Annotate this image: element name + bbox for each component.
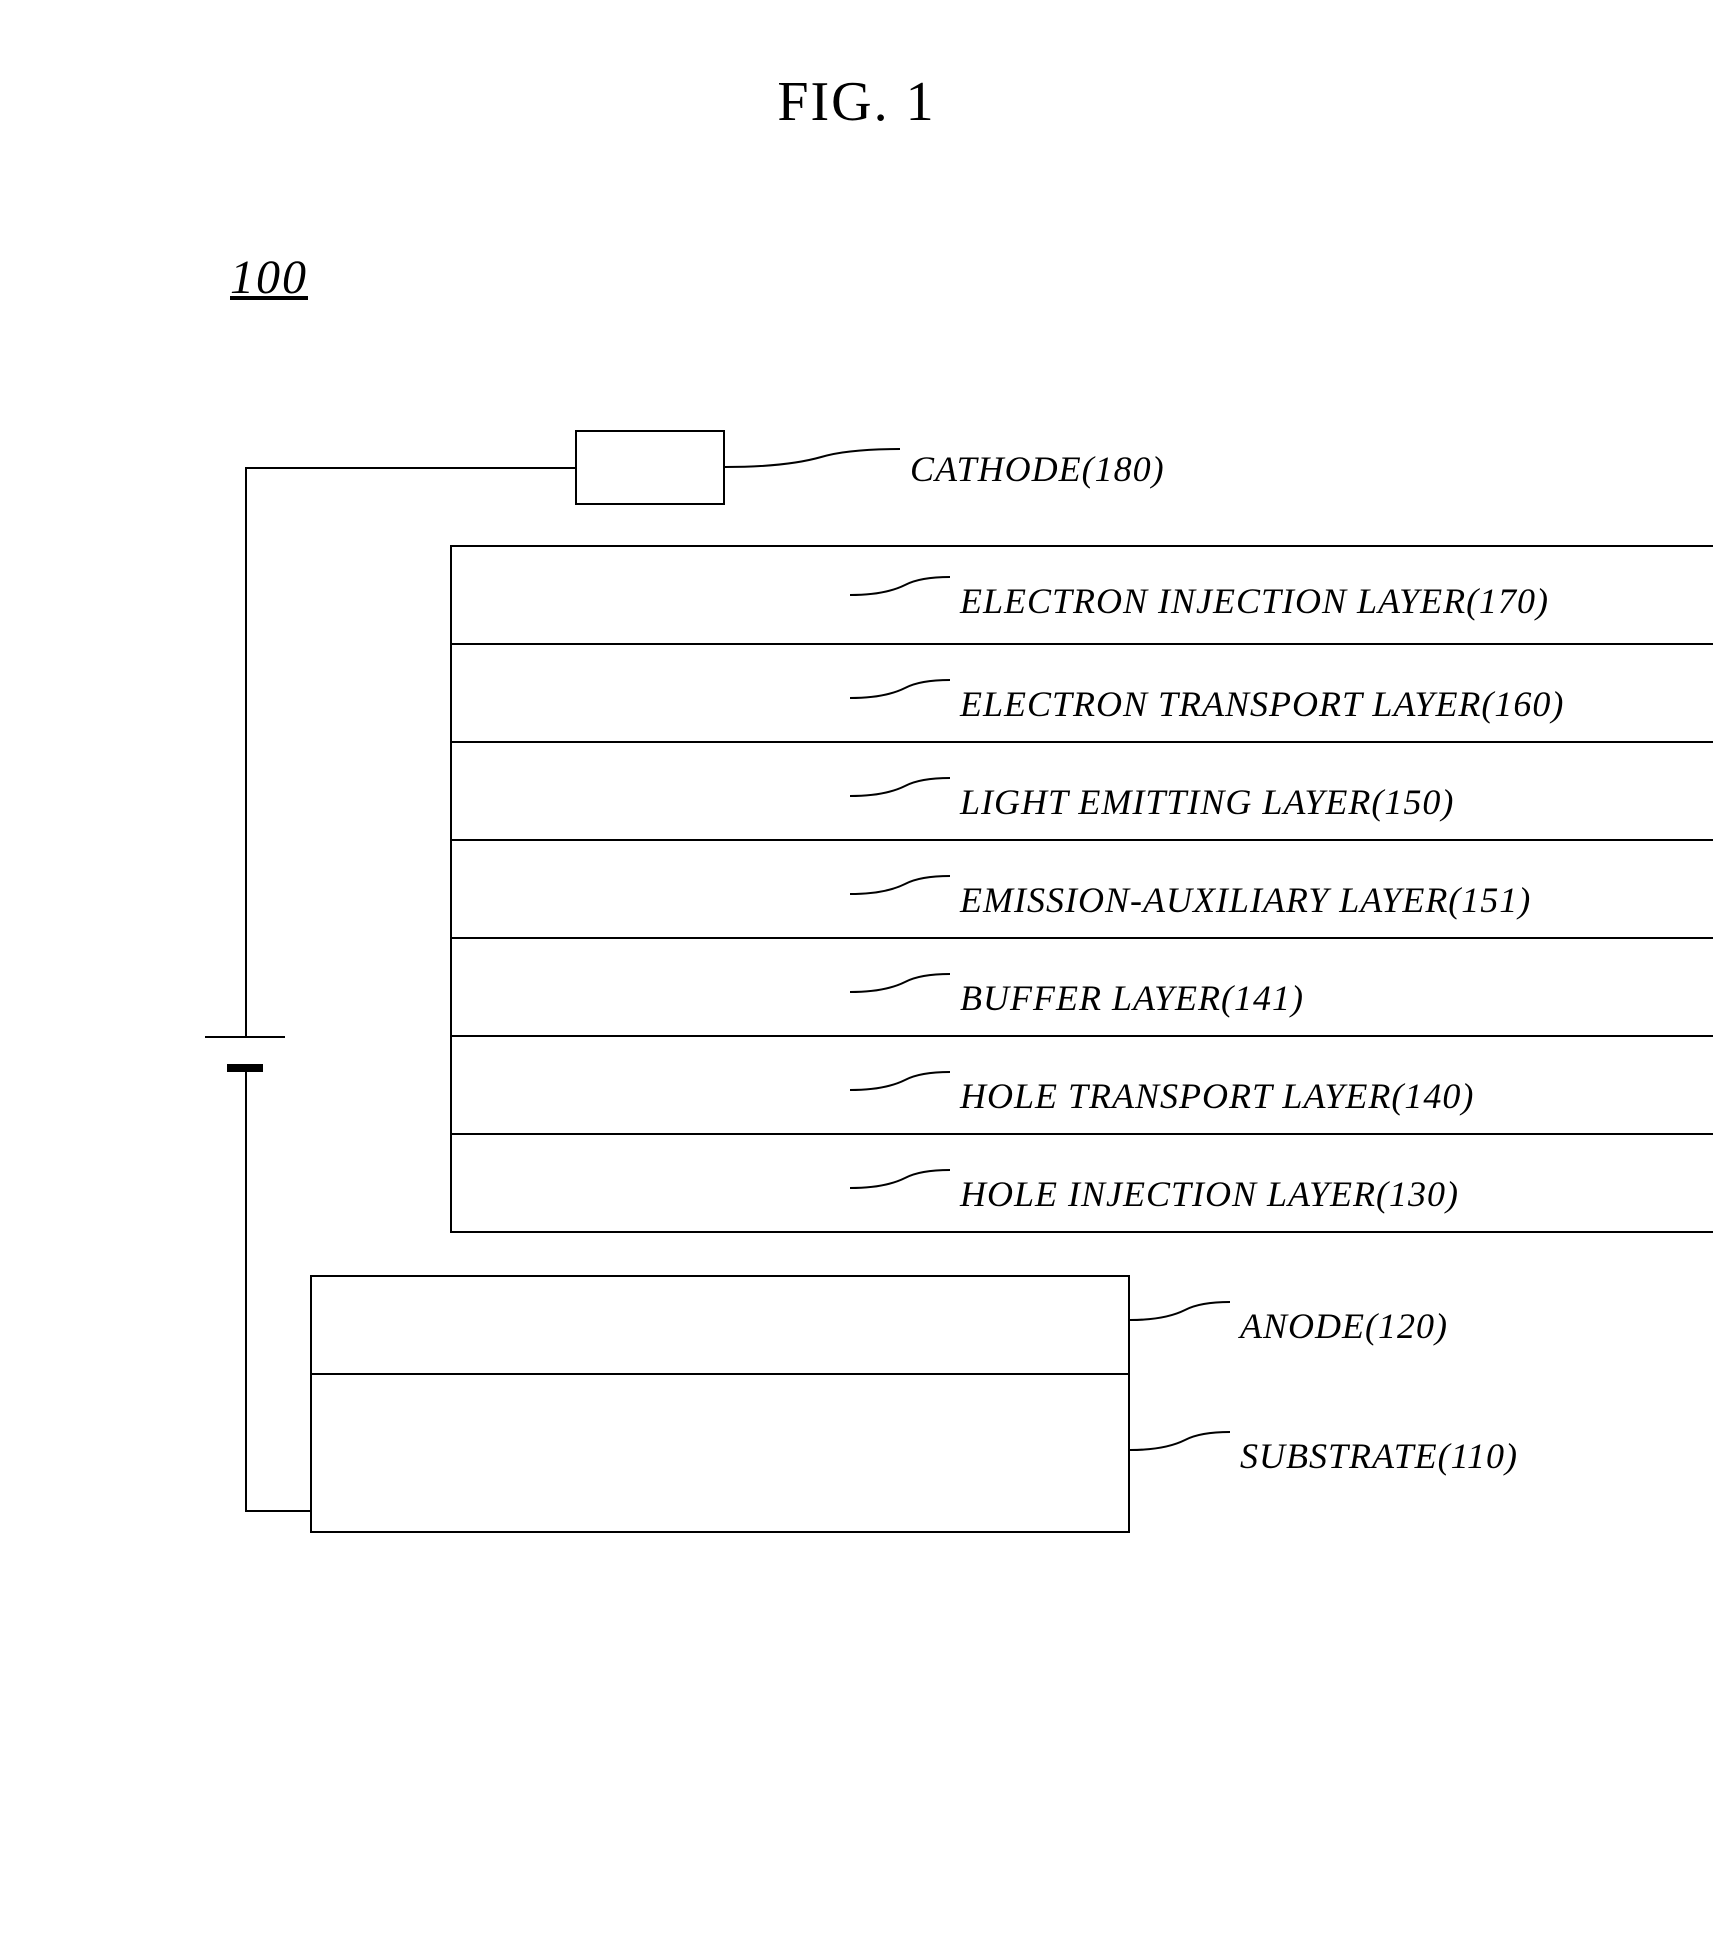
battery-long-plate <box>205 1036 285 1038</box>
leader-hil <box>850 1166 954 1210</box>
wire-bottom <box>245 1510 310 1512</box>
layer-substrate <box>310 1373 1130 1533</box>
leader-etl <box>850 676 954 720</box>
leader-htl <box>850 1068 954 1112</box>
label-hil: HOLE INJECTION LAYER(130) <box>960 1173 1459 1215</box>
wire-top <box>245 467 575 469</box>
leader-anode <box>1130 1298 1234 1342</box>
layer-anode <box>310 1275 1130 1375</box>
label-eml: LIGHT EMITTING LAYER(150) <box>960 781 1454 823</box>
leader-eal <box>850 872 954 916</box>
wire-left-lower <box>245 1072 247 1510</box>
label-substrate: SUBSTRATE(110) <box>1240 1435 1518 1477</box>
wire-left-upper <box>245 467 247 1036</box>
leader-buffer <box>850 970 954 1014</box>
leader-eil <box>850 573 954 617</box>
label-eal: EMISSION-AUXILIARY LAYER(151) <box>960 879 1531 921</box>
label-htl: HOLE TRANSPORT LAYER(140) <box>960 1075 1474 1117</box>
reference-numeral: 100 <box>230 250 308 305</box>
label-anode: ANODE(120) <box>1240 1305 1448 1347</box>
label-eil: ELECTRON INJECTION LAYER(170) <box>960 580 1549 622</box>
figure-title: FIG. 1 <box>0 70 1713 134</box>
wire-anode-tap <box>310 1325 312 1510</box>
leader-eml <box>850 774 954 818</box>
battery-short-plate <box>227 1064 263 1072</box>
leader-cathode <box>725 445 904 489</box>
label-cathode: CATHODE(180) <box>910 448 1165 490</box>
label-buffer: BUFFER LAYER(141) <box>960 977 1304 1019</box>
label-etl: ELECTRON TRANSPORT LAYER(160) <box>960 683 1564 725</box>
oled-layer-diagram: CATHODE(180) ELECTRON INJECTION LAYER(170… <box>180 430 1580 1790</box>
leader-substrate <box>1130 1428 1234 1472</box>
layer-cathode <box>575 430 725 505</box>
